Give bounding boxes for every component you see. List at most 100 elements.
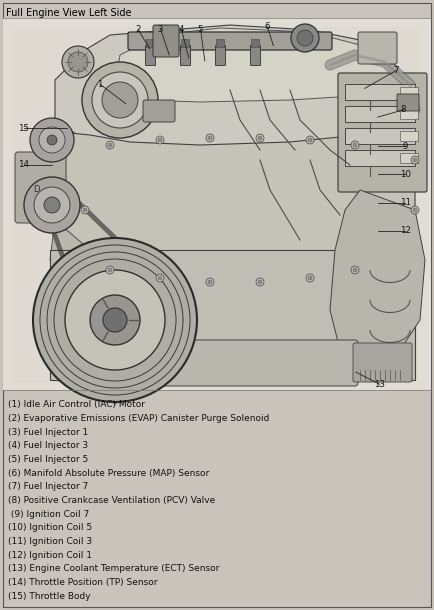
Bar xyxy=(400,153,418,163)
Text: (11) Ignition Coil 3: (11) Ignition Coil 3 xyxy=(8,537,92,546)
Circle shape xyxy=(308,276,312,280)
Circle shape xyxy=(208,280,212,284)
Text: 4: 4 xyxy=(179,25,184,34)
FancyBboxPatch shape xyxy=(338,73,427,192)
Circle shape xyxy=(411,206,419,214)
Circle shape xyxy=(90,295,140,345)
Circle shape xyxy=(256,134,264,142)
Circle shape xyxy=(34,187,70,223)
Bar xyxy=(145,45,155,65)
Text: (2) Evaporative Emissions (EVAP) Canister Purge Solenoid: (2) Evaporative Emissions (EVAP) Caniste… xyxy=(8,414,270,423)
Bar xyxy=(345,106,415,122)
Circle shape xyxy=(24,177,80,233)
Text: (4) Fuel Injector 3: (4) Fuel Injector 3 xyxy=(8,441,88,450)
Circle shape xyxy=(351,141,359,149)
Circle shape xyxy=(306,136,314,144)
Text: (1) Idle Air Control (IAC) Motor: (1) Idle Air Control (IAC) Motor xyxy=(8,400,145,409)
Bar xyxy=(180,45,190,65)
Text: (14) Throttle Position (TP) Sensor: (14) Throttle Position (TP) Sensor xyxy=(8,578,158,587)
Circle shape xyxy=(353,143,357,147)
FancyBboxPatch shape xyxy=(82,340,358,386)
Text: 13: 13 xyxy=(374,380,385,389)
Circle shape xyxy=(106,141,114,149)
Bar xyxy=(3,18,431,390)
Bar xyxy=(146,39,154,47)
Circle shape xyxy=(158,276,162,280)
Text: (6) Manifold Absolute Pressure (MAP) Sensor: (6) Manifold Absolute Pressure (MAP) Sen… xyxy=(8,468,209,478)
Text: 12: 12 xyxy=(400,226,411,235)
Bar xyxy=(400,109,418,119)
Circle shape xyxy=(351,266,359,274)
FancyBboxPatch shape xyxy=(143,100,175,122)
Bar xyxy=(181,39,189,47)
Circle shape xyxy=(82,62,158,138)
Text: 7: 7 xyxy=(393,66,398,75)
Circle shape xyxy=(411,156,419,164)
Text: 8: 8 xyxy=(401,106,406,114)
Text: (9) Ignition Coil 7: (9) Ignition Coil 7 xyxy=(8,510,89,518)
Text: (8) Positive Crankcase Ventilation (PCV) Valve: (8) Positive Crankcase Ventilation (PCV)… xyxy=(8,496,215,505)
Text: D: D xyxy=(33,185,39,195)
Text: (3) Fuel Injector 1: (3) Fuel Injector 1 xyxy=(8,428,88,437)
Text: (10) Ignition Coil 5: (10) Ignition Coil 5 xyxy=(8,523,92,533)
FancyBboxPatch shape xyxy=(128,32,332,50)
Circle shape xyxy=(158,138,162,142)
Circle shape xyxy=(81,206,89,214)
Text: 14: 14 xyxy=(18,160,30,169)
Circle shape xyxy=(103,308,127,332)
Circle shape xyxy=(39,127,65,153)
Text: (13) Engine Coolant Temperature (ECT) Sensor: (13) Engine Coolant Temperature (ECT) Se… xyxy=(8,564,219,573)
Text: (12) Ignition Coil 1: (12) Ignition Coil 1 xyxy=(8,551,92,559)
Circle shape xyxy=(68,52,88,72)
Circle shape xyxy=(258,136,262,140)
Circle shape xyxy=(65,270,165,370)
Circle shape xyxy=(291,24,319,52)
Circle shape xyxy=(92,72,148,128)
Text: 9: 9 xyxy=(403,142,408,151)
Circle shape xyxy=(208,136,212,140)
Circle shape xyxy=(156,274,164,282)
FancyBboxPatch shape xyxy=(12,27,418,383)
Text: (5) Fuel Injector 5: (5) Fuel Injector 5 xyxy=(8,455,88,464)
Polygon shape xyxy=(50,215,415,315)
Bar xyxy=(345,150,415,166)
Text: (7) Fuel Injector 7: (7) Fuel Injector 7 xyxy=(8,483,88,491)
Circle shape xyxy=(206,278,214,286)
Polygon shape xyxy=(40,120,415,290)
Circle shape xyxy=(44,197,60,213)
Circle shape xyxy=(108,143,112,147)
Polygon shape xyxy=(55,25,415,165)
Circle shape xyxy=(413,208,417,212)
Text: 15: 15 xyxy=(18,124,30,132)
Text: Full Engine View Left Side: Full Engine View Left Side xyxy=(6,8,132,18)
Circle shape xyxy=(297,30,313,46)
Circle shape xyxy=(258,280,262,284)
Text: 3: 3 xyxy=(158,25,163,34)
Text: 5: 5 xyxy=(198,25,203,34)
Circle shape xyxy=(102,82,138,118)
Text: (15) Throttle Body: (15) Throttle Body xyxy=(8,592,91,601)
Bar xyxy=(50,250,415,380)
Circle shape xyxy=(206,134,214,142)
Text: 1: 1 xyxy=(97,80,102,88)
Circle shape xyxy=(353,268,357,272)
FancyBboxPatch shape xyxy=(153,25,179,57)
Circle shape xyxy=(413,158,417,162)
Bar xyxy=(215,45,225,65)
Circle shape xyxy=(33,238,197,402)
Bar xyxy=(400,131,418,141)
Text: 2: 2 xyxy=(135,25,141,34)
Polygon shape xyxy=(330,190,425,360)
Bar xyxy=(345,128,415,144)
Text: 11: 11 xyxy=(400,198,411,207)
Circle shape xyxy=(62,46,94,78)
Bar xyxy=(345,84,415,100)
Circle shape xyxy=(108,268,112,272)
FancyBboxPatch shape xyxy=(15,152,66,223)
Bar xyxy=(400,87,418,97)
Bar xyxy=(250,45,260,65)
Circle shape xyxy=(47,135,57,145)
Circle shape xyxy=(156,136,164,144)
Text: 10: 10 xyxy=(400,170,411,179)
Circle shape xyxy=(83,208,87,212)
